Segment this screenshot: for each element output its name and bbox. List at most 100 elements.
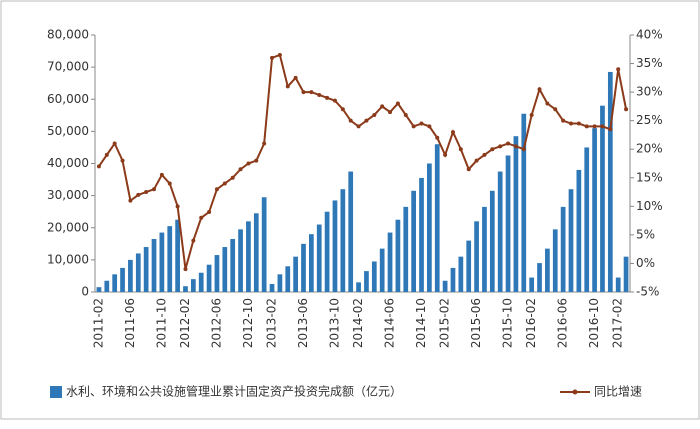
line-point (380, 104, 385, 109)
bar (316, 224, 322, 292)
bar (112, 274, 118, 292)
y2-tick-label: 5% (636, 227, 655, 241)
y-tick-label: 20,000 (47, 220, 89, 234)
y2-tick-label: 35% (636, 56, 663, 70)
line-point (419, 121, 424, 126)
bar (293, 256, 298, 292)
line-point (301, 90, 306, 95)
bar (356, 282, 361, 292)
line-point (521, 147, 526, 152)
bar (261, 197, 267, 292)
line-point (96, 164, 101, 169)
line-point (167, 181, 172, 186)
x-tick-label: 2012-02 (178, 298, 192, 348)
line-point (592, 124, 597, 129)
line-point (246, 161, 251, 166)
line-point (482, 152, 487, 157)
y2-tick-label: 10% (636, 199, 663, 213)
line-point (553, 107, 558, 112)
bar (128, 259, 133, 292)
bar (592, 128, 597, 292)
x-tick-label: 2012-06 (209, 298, 223, 348)
line-point (411, 124, 416, 129)
line-point (568, 121, 573, 126)
line-point (372, 112, 377, 117)
bar (379, 248, 385, 292)
x-tick-label: 2017-02 (611, 298, 625, 348)
bar (309, 234, 314, 292)
bar (222, 247, 228, 292)
y2-tick-label: 20% (636, 142, 663, 156)
line-point (474, 158, 479, 163)
x-tick-label: 2015-10 (501, 298, 515, 348)
bar (623, 256, 629, 292)
y2-tick-label: 0% (636, 256, 655, 270)
bar (340, 189, 346, 292)
bar (143, 247, 149, 292)
bar (600, 105, 605, 292)
line-point (545, 101, 550, 106)
bar (403, 206, 409, 292)
line-point (207, 210, 212, 215)
line-point (238, 167, 243, 172)
bar (206, 264, 212, 292)
line-point (293, 75, 298, 80)
line-point (364, 118, 369, 123)
line-point (325, 95, 330, 100)
line-point (458, 147, 463, 152)
line-point (152, 187, 157, 192)
line-point (136, 192, 141, 197)
line-point (254, 158, 259, 163)
bar (301, 243, 306, 292)
x-tick-label: 2011-06 (123, 298, 137, 348)
line-point (443, 152, 448, 157)
bar (387, 232, 393, 292)
bar (395, 219, 401, 292)
x-tick-label: 2016-06 (556, 298, 570, 348)
bar (607, 71, 613, 292)
bar (135, 253, 141, 292)
line-point (537, 87, 542, 92)
y2-tick-label: 25% (636, 113, 663, 127)
line-point (450, 130, 455, 135)
line-point (214, 187, 219, 192)
line-point (561, 118, 566, 123)
bar (442, 280, 448, 292)
y2-tick-label: 15% (636, 170, 663, 184)
line-point (506, 141, 511, 146)
y-tick-label: 80,000 (47, 28, 89, 42)
bar (521, 113, 527, 292)
line-point (529, 112, 534, 117)
line-point (104, 152, 109, 157)
y-tick-label: 40,000 (47, 156, 89, 170)
bar (246, 221, 251, 292)
line-point (498, 144, 503, 149)
x-tick-label: 2013-02 (265, 298, 279, 348)
bar (576, 169, 582, 292)
x-tick-label: 2011-10 (154, 298, 168, 348)
line-point (600, 124, 605, 129)
line-point (435, 135, 440, 140)
bar (324, 211, 330, 292)
x-tick-label: 2012-10 (241, 298, 255, 348)
line-point (309, 90, 314, 95)
y-tick-label: 70,000 (47, 60, 89, 74)
bar (277, 274, 283, 292)
line-point (616, 67, 621, 72)
frame (0, 0, 700, 420)
bar (214, 255, 220, 292)
bar (269, 283, 275, 292)
x-tick-label: 2011-02 (91, 298, 105, 348)
bar (466, 240, 472, 292)
y-tick-label: 30,000 (47, 188, 89, 202)
bar (167, 226, 173, 292)
bar (474, 221, 479, 292)
bar (552, 229, 558, 292)
line-point (128, 198, 133, 203)
bar (183, 286, 188, 292)
bar (497, 171, 503, 292)
x-tick-label: 2015-06 (469, 298, 483, 348)
legend-swatch (50, 386, 62, 398)
y-tick-label: 0 (81, 285, 89, 299)
